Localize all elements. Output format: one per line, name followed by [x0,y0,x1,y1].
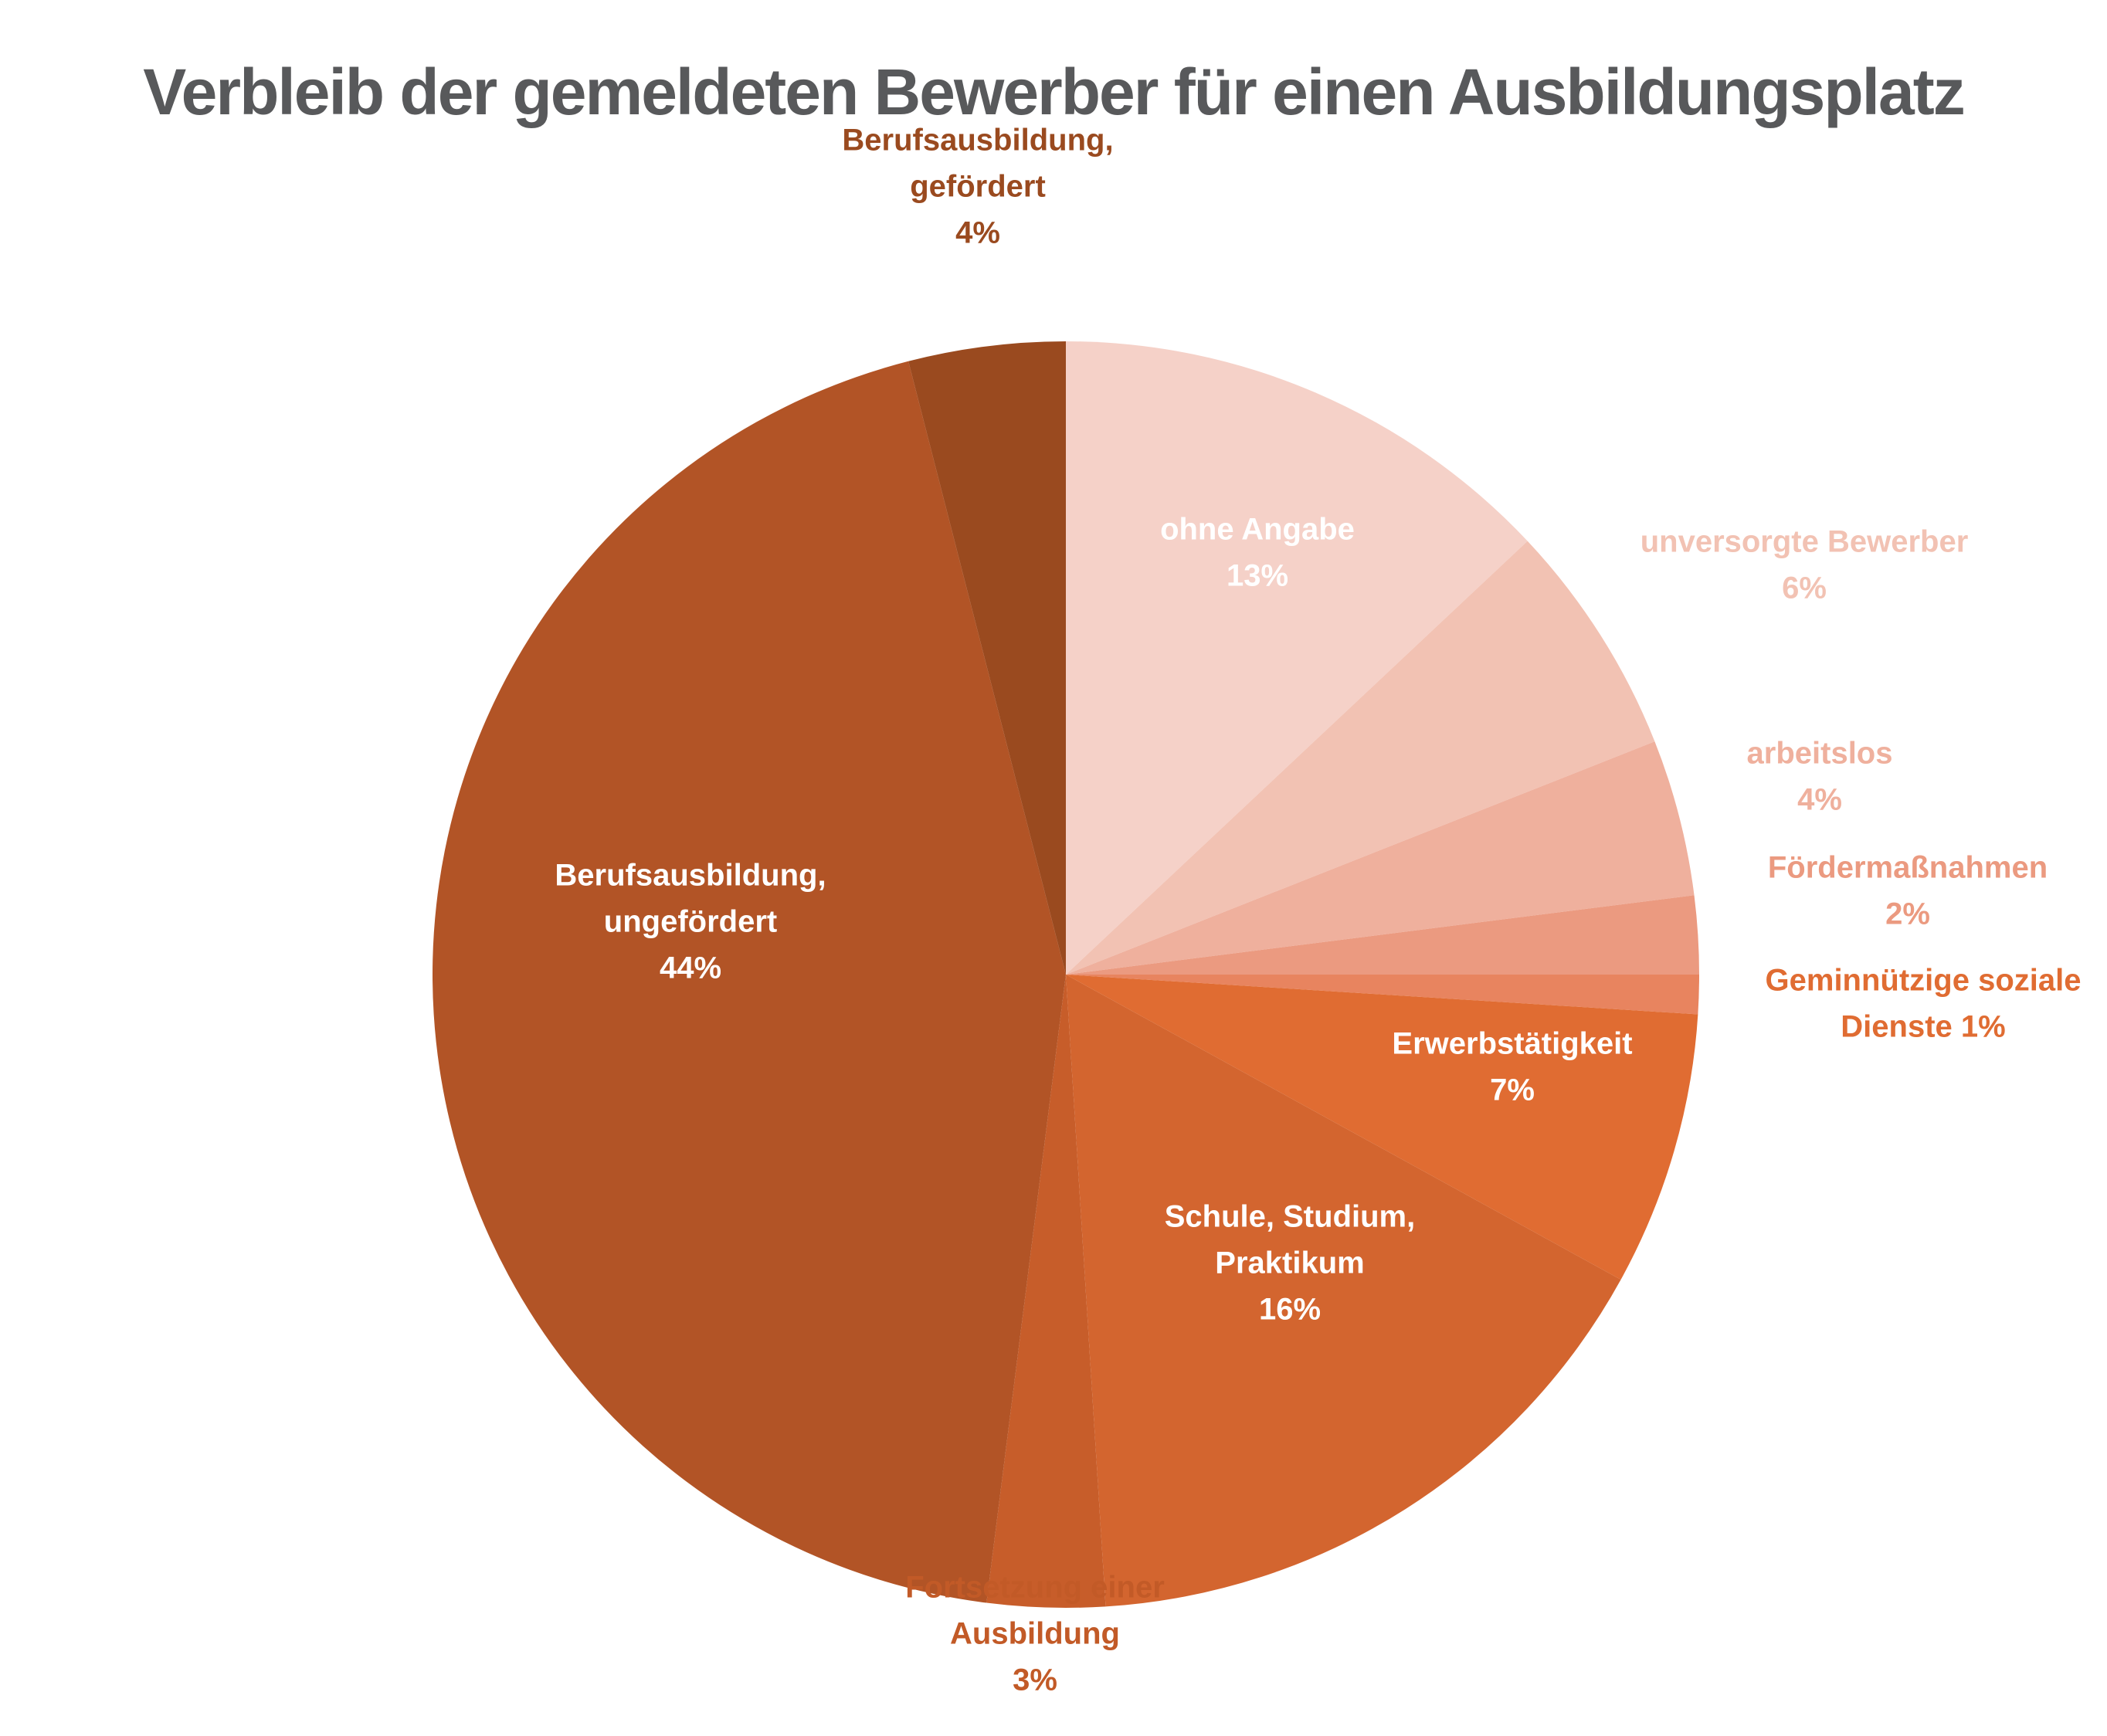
slice-label: Erwerbstätigkeit 7% [1392,1027,1632,1107]
slice-percent-label: 2% [1885,897,1930,931]
slice-label-text: Fortsetzung einer [905,1571,1165,1605]
pie-labels: ohne Angabe 13% unversorgte Bewerber 6% arbe… [555,124,2081,1697]
pie-slice [1066,975,1621,1607]
slice-label-text: unversorgte Bewerber [1640,525,1969,559]
slice-percent-label: 4% [955,216,1000,250]
slice-percent-label: 44% [660,951,721,985]
pie-slice [1066,975,1698,1280]
slice-label-text: Berufsausbildung, [842,124,1113,158]
slice-label-text: Praktikum [1215,1246,1364,1280]
slice-label: Fortsetzung einer Ausbildung 3% [905,1571,1165,1697]
slice-percent-label: 3% [1013,1663,1057,1697]
slice-label: arbeitslos 4% [1747,737,1893,817]
slice-label-text: Ausbildung [950,1617,1120,1651]
slice-label: Berufsausbildung, gefördert 4% [842,124,1113,250]
pie-slice [1066,741,1695,975]
slice-label-text: gefördert [910,170,1046,204]
pie-slice [1066,341,1528,975]
slice-label-text: Erwerbstätigkeit [1392,1027,1632,1061]
slice-label-text: arbeitslos [1747,737,1893,771]
slice-label-text: ohne Angabe [1160,513,1355,547]
pie-slice [986,975,1106,1608]
pie-slices [433,341,1699,1608]
slice-label: unversorgte Bewerber 6% [1640,525,1969,605]
slice-label: Fördermaßnahmen 2% [1768,851,2048,931]
slice-percent-label: 4% [1797,783,1842,817]
slice-label-text: Schule, Studium, [1165,1200,1415,1234]
slice-label-text: Dienste 1% [1841,1010,2005,1044]
slice-label-text: Fördermaßnahmen [1768,851,2048,885]
slice-percent-label: 13% [1227,559,1288,593]
slice-label-text: Geminnützige soziale [1766,964,2082,998]
slice-label: Berufsausbildung, ungefördert 44% [555,859,826,985]
slice-percent-label: 16% [1259,1293,1321,1327]
pie-slice [433,361,1066,1603]
slice-percent-label: 7% [1490,1073,1535,1107]
slice-label: Schule, Studium, Praktikum 16% [1165,1200,1415,1327]
pie-slice [908,341,1066,975]
pie-slice [1066,541,1655,975]
chart-title: Verbleib der gemeldeten Bewerber für ein… [143,56,1963,128]
slice-label: ohne Angabe 13% [1160,513,1355,593]
slice-label-text: ungefördert [604,905,777,939]
slice-label: Geminnützige soziale Dienste 1% [1766,964,2082,1044]
pie-slice [1066,895,1699,975]
slice-percent-label: 6% [1782,571,1827,605]
slice-label-text: Berufsausbildung, [555,859,826,893]
pie-slice [1066,975,1699,1015]
